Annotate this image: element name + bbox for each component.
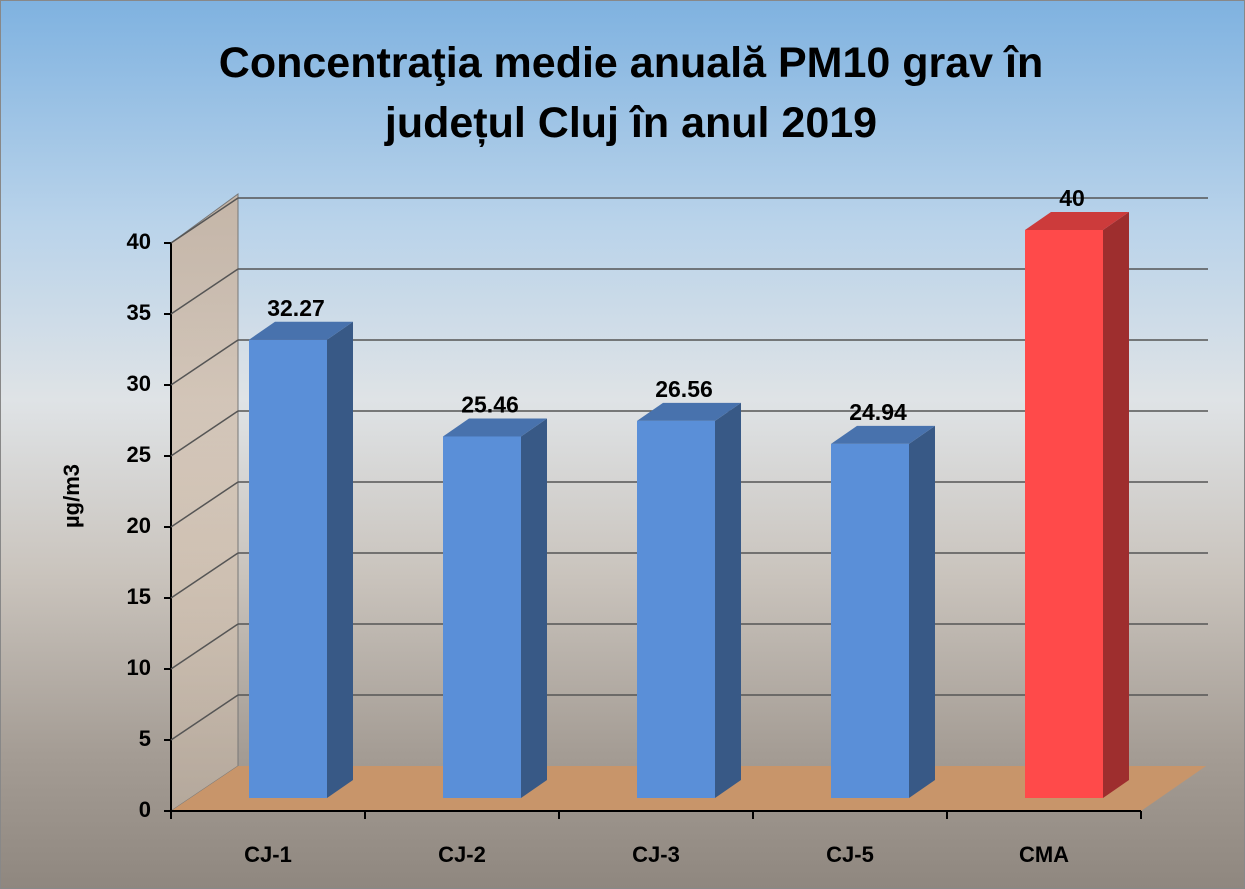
bar-side [909,426,935,798]
bar [637,421,715,798]
y-tick-label: 25 [127,442,151,467]
bar-side [521,418,547,798]
y-tick-label: 15 [127,584,151,609]
bar-side [1103,212,1129,798]
y-tick-label: 5 [139,726,151,751]
x-tick-label: CMA [1019,842,1069,867]
y-tick-label: 40 [127,229,151,254]
y-tick-label: 20 [127,513,151,538]
bar [1025,230,1103,798]
x-tick-label: CJ-5 [826,842,874,867]
bar [443,436,521,798]
y-tick-label: 35 [127,300,151,325]
plot: µg/m3 0 5 10 15 20 25 30 35 40 CJ-1 32.27 CJ-2 25.46… [1,1,1244,888]
side-wall [171,194,238,811]
bar [831,444,909,798]
chart: Concentraţia medie anuală PM10 grav în j… [0,0,1245,889]
y-axis-label: µg/m3 [59,464,84,528]
y-tick-label: 0 [139,797,151,822]
bar-side [715,403,741,798]
x-tick-label: CJ-1 [244,842,292,867]
bar-side [327,322,353,798]
value-label: 40 [1059,185,1085,211]
x-tick-label: CJ-2 [438,842,486,867]
bar [249,340,327,798]
value-label: 32.27 [267,295,325,321]
value-label: 25.46 [461,392,519,418]
x-tick-label: CJ-3 [632,842,680,867]
y-tick-label: 10 [127,655,151,680]
value-label: 26.56 [655,376,713,402]
y-tick-label: 30 [127,371,151,396]
value-label: 24.94 [849,399,907,425]
